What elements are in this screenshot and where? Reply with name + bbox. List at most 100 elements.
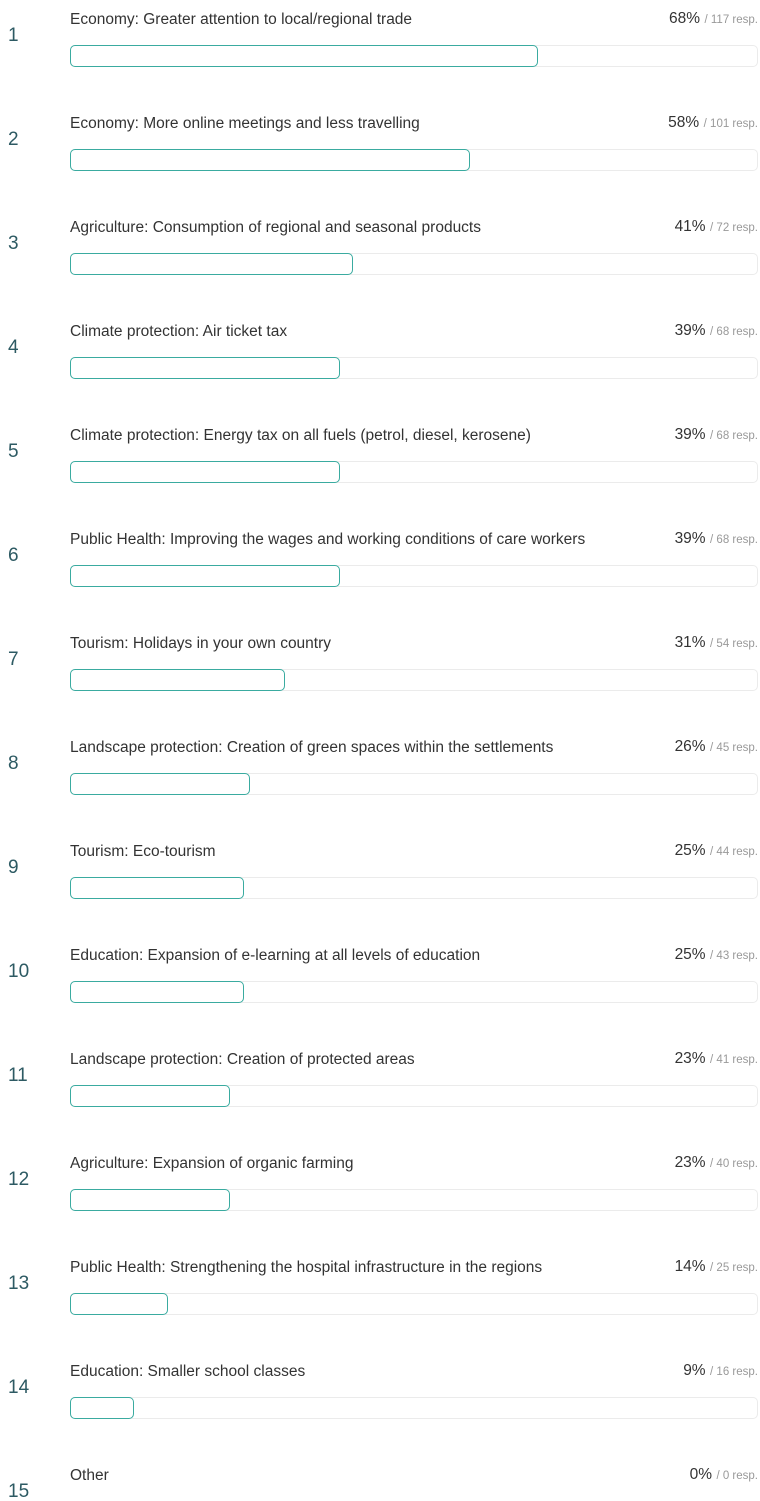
bar	[70, 357, 340, 379]
result-head: Economy: Greater attention to local/regi…	[70, 4, 758, 35]
percent-label: 26%	[674, 738, 706, 755]
result-row: 10 Education: Expansion of e-learning at …	[0, 936, 760, 1040]
response-count: / 117 resp.	[704, 14, 759, 26]
percent-label: 14%	[674, 1258, 706, 1275]
result-stats: 0% / 0 resp.	[680, 1460, 758, 1491]
bar-track	[70, 357, 758, 379]
result-body: Landscape protection: Creation of green …	[70, 732, 758, 795]
bar	[70, 45, 539, 67]
result-row: 11 Landscape protection: Creation of prot…	[0, 1040, 760, 1144]
result-stats: 23% / 41 resp.	[665, 1044, 758, 1075]
response-count: / 54 resp.	[710, 638, 758, 650]
response-count: / 40 resp.	[710, 1158, 758, 1170]
result-row: 8 Landscape protection: Creation of green…	[0, 728, 760, 832]
result-body: Economy: Greater attention to local/regi…	[70, 4, 758, 67]
rank-number: 11	[8, 1064, 28, 1086]
percent-label: 25%	[674, 946, 706, 963]
option-label: Climate protection: Energy tax on all fu…	[70, 427, 531, 444]
result-head: Public Health: Improving the wages and w…	[70, 524, 758, 555]
bar-track	[70, 669, 758, 691]
option-label: Education: Expansion of e-learning at al…	[70, 947, 481, 964]
rank-number: 14	[8, 1376, 30, 1398]
result-stats: 39% / 68 resp.	[665, 316, 758, 347]
response-count: / 68 resp.	[710, 326, 758, 338]
bar	[70, 149, 470, 171]
rank-number: 12	[8, 1168, 30, 1190]
result-body: Climate protection: Air ticket tax 39% / …	[70, 316, 758, 379]
bar-track	[70, 877, 758, 899]
result-row: 3 Agriculture: Consumption of regional an…	[0, 208, 760, 312]
rank-number: 15	[8, 1480, 30, 1501]
option-label: Public Health: Improving the wages and w…	[70, 531, 586, 548]
result-row: 7 Tourism: Holidays in your own country 31…	[0, 624, 760, 728]
result-row: 13 Public Health: Strengthening the hospi…	[0, 1248, 760, 1352]
rank-number: 1	[8, 24, 19, 46]
result-row: 6 Public Health: Improving the wages and …	[0, 520, 760, 624]
result-body: Economy: More online meetings and less t…	[70, 108, 758, 171]
response-count: / 43 resp.	[710, 950, 758, 962]
result-body: Tourism: Eco-tourism 25% / 44 resp.	[70, 836, 758, 899]
bar	[70, 565, 340, 587]
result-body: Agriculture: Expansion of organic farmin…	[70, 1148, 758, 1211]
rank-number: 7	[8, 648, 19, 670]
percent-label: 25%	[674, 842, 706, 859]
result-stats: 58% / 101 resp.	[658, 108, 758, 139]
result-stats: 25% / 44 resp.	[665, 836, 758, 867]
rank-number: 10	[8, 960, 30, 982]
result-head: Education: Smaller school classes 9% / 16…	[70, 1356, 758, 1387]
result-stats: 26% / 45 resp.	[665, 732, 758, 763]
rank-number: 2	[8, 128, 19, 150]
bar-track	[70, 253, 758, 275]
bar	[70, 773, 251, 795]
result-body: Public Health: Strengthening the hospita…	[70, 1252, 758, 1315]
result-head: Education: Expansion of e-learning at al…	[70, 940, 758, 971]
option-label: Agriculture: Expansion of organic farmin…	[70, 1155, 354, 1172]
percent-label: 39%	[674, 530, 706, 547]
result-head: Tourism: Holidays in your own country 31%…	[70, 628, 758, 659]
result-head: Climate protection: Energy tax on all fu…	[70, 420, 758, 451]
bar	[70, 461, 340, 483]
percent-label: 23%	[674, 1154, 706, 1171]
result-body: Public Health: Improving the wages and w…	[70, 524, 758, 587]
result-row: 15 Other 0% / 0 resp.	[0, 1456, 760, 1501]
percent-label: 9%	[683, 1362, 706, 1379]
percent-label: 0%	[689, 1466, 712, 1483]
option-label: Economy: More online meetings and less t…	[70, 115, 420, 132]
result-body: Education: Smaller school classes 9% / 16…	[70, 1356, 758, 1419]
option-label: Landscape protection: Creation of green …	[70, 739, 554, 756]
option-label: Public Health: Strengthening the hospita…	[70, 1259, 543, 1276]
result-head: Agriculture: Consumption of regional and…	[70, 212, 758, 243]
bar	[70, 253, 354, 275]
bar-track	[70, 45, 758, 67]
response-count: / 16 resp.	[710, 1366, 758, 1378]
result-stats: 25% / 43 resp.	[665, 940, 758, 971]
response-count: / 25 resp.	[710, 1262, 758, 1274]
result-stats: 39% / 68 resp.	[665, 420, 758, 451]
result-row: 5 Climate protection: Energy tax on all f…	[0, 416, 760, 520]
result-stats: 23% / 40 resp.	[665, 1148, 758, 1179]
option-label: Education: Smaller school classes	[70, 1363, 306, 1380]
result-body: Tourism: Holidays in your own country 31%…	[70, 628, 758, 691]
rank-number: 6	[8, 544, 19, 566]
response-count: / 68 resp.	[710, 430, 758, 442]
percent-label: 23%	[674, 1050, 706, 1067]
rank-number: 4	[8, 336, 19, 358]
bar-track	[70, 461, 758, 483]
option-label: Economy: Greater attention to local/regi…	[70, 11, 413, 28]
result-body: Climate protection: Energy tax on all fu…	[70, 420, 758, 483]
response-count: / 41 resp.	[710, 1054, 758, 1066]
result-stats: 14% / 25 resp.	[665, 1252, 758, 1283]
result-body: Other 0% / 0 resp.	[70, 1460, 758, 1501]
bar	[70, 669, 285, 691]
response-count: / 0 resp.	[716, 1470, 758, 1482]
rank-number: 3	[8, 232, 19, 254]
result-head: Other 0% / 0 resp.	[70, 1460, 758, 1491]
bar-track	[70, 1293, 758, 1315]
result-row: 4 Climate protection: Air ticket tax 39% /…	[0, 312, 760, 416]
percent-label: 31%	[674, 634, 706, 651]
result-stats: 68% / 117 resp.	[659, 4, 758, 35]
response-count: / 68 resp.	[710, 534, 758, 546]
result-head: Agriculture: Expansion of organic farmin…	[70, 1148, 758, 1179]
